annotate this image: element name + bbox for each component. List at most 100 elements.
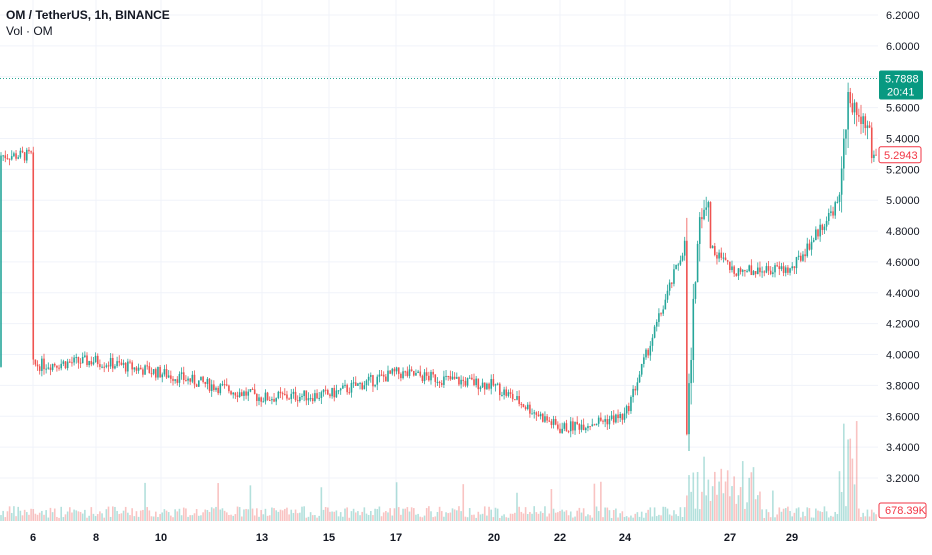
candle-body	[167, 375, 170, 378]
candle-body	[346, 384, 348, 393]
volume-bar	[148, 510, 151, 521]
volume-bar	[161, 512, 164, 521]
candle-body	[374, 384, 376, 387]
candle-body	[825, 220, 828, 227]
candle-body	[782, 266, 785, 273]
candle-body	[249, 388, 252, 392]
candle-countdown: 20:41	[887, 86, 915, 98]
candle-body	[144, 365, 146, 375]
volume-bar	[804, 516, 806, 521]
current-price-badge[interactable]	[879, 70, 923, 100]
candle-body	[759, 267, 761, 273]
volume-bar	[752, 467, 755, 521]
volume-bar	[43, 514, 45, 521]
volume-bar	[595, 506, 598, 521]
candle-body	[518, 396, 520, 404]
volume-bar	[103, 517, 105, 521]
volume-bar	[559, 510, 561, 521]
volume-bar	[423, 515, 426, 521]
alert-price-badge[interactable]	[878, 146, 922, 164]
volume-legend[interactable]: Vol · OM	[6, 24, 53, 38]
candle-body	[238, 392, 241, 397]
time-tick-label: 10	[155, 532, 167, 544]
candle-body	[602, 420, 604, 422]
volume-bar	[537, 513, 540, 521]
candle-body	[507, 392, 510, 396]
volume-bar	[868, 516, 871, 521]
candle-body	[236, 395, 239, 397]
volume-bar	[479, 514, 482, 521]
candle-body	[6, 158, 9, 160]
candle-body	[589, 426, 591, 428]
volume-bar	[30, 508, 32, 521]
candle-body	[701, 217, 703, 220]
symbol-title[interactable]: OM / TetherUS, 1h, BINANCE	[6, 8, 170, 22]
candle-body	[612, 415, 615, 423]
candle-body	[75, 357, 78, 359]
candle-body	[729, 261, 731, 271]
volume-bar	[550, 489, 553, 521]
candle-body	[120, 362, 123, 365]
volume-bar	[107, 506, 110, 521]
volume-bar	[574, 516, 576, 521]
volume-bar	[518, 506, 520, 521]
volume-bar	[159, 514, 161, 521]
candle-body	[709, 202, 712, 249]
candle-body	[576, 421, 578, 424]
volume-bar	[60, 506, 62, 521]
candle-body	[447, 375, 449, 377]
volume-bar	[397, 507, 400, 521]
volume-bar	[389, 508, 391, 521]
candle-body	[290, 393, 293, 400]
volume-bar	[256, 508, 258, 521]
volume-readout-badge[interactable]	[878, 502, 927, 519]
volume-bar	[580, 512, 583, 521]
volume-bar	[503, 514, 505, 521]
volume-bar	[664, 506, 667, 521]
candle-body	[750, 265, 753, 276]
candle-body	[301, 396, 303, 398]
volume-bar	[210, 507, 213, 521]
volume-bar	[789, 511, 791, 521]
candle-body	[62, 361, 65, 364]
candle-body	[415, 372, 417, 376]
volume-bar	[335, 510, 338, 521]
candle-body	[38, 366, 41, 371]
candle-body	[494, 384, 497, 386]
volume-bar	[451, 508, 454, 521]
volume-bar	[660, 515, 662, 521]
volume-bar	[806, 507, 809, 521]
candle-body	[473, 379, 475, 386]
candle-body	[477, 378, 480, 390]
volume-bar	[344, 508, 346, 521]
candle-body	[479, 387, 482, 390]
volume-bar	[155, 511, 157, 521]
volume-bar	[621, 511, 624, 521]
candle-body	[28, 149, 30, 152]
candle-body	[350, 382, 353, 393]
candle-body	[832, 211, 834, 216]
volume-bar	[698, 509, 701, 521]
candle-body	[606, 419, 609, 425]
volume-bar	[610, 517, 613, 521]
candle-body	[410, 369, 413, 371]
candle-body	[213, 384, 215, 390]
candle-body	[784, 267, 787, 273]
volume-bar	[808, 508, 811, 521]
candle-body	[847, 92, 849, 130]
candle-body	[163, 369, 166, 375]
candle-body	[735, 273, 738, 276]
volume-bar	[311, 515, 314, 521]
candle-body	[615, 414, 617, 423]
volume-bar	[767, 512, 770, 521]
volume-bar	[393, 508, 396, 521]
candle-body	[737, 268, 740, 276]
volume-bar	[258, 516, 260, 521]
candle-body	[817, 229, 819, 237]
candle-body	[623, 413, 626, 420]
candle-body	[96, 355, 99, 365]
candle-body	[830, 211, 832, 213]
volume-bar	[99, 511, 101, 521]
